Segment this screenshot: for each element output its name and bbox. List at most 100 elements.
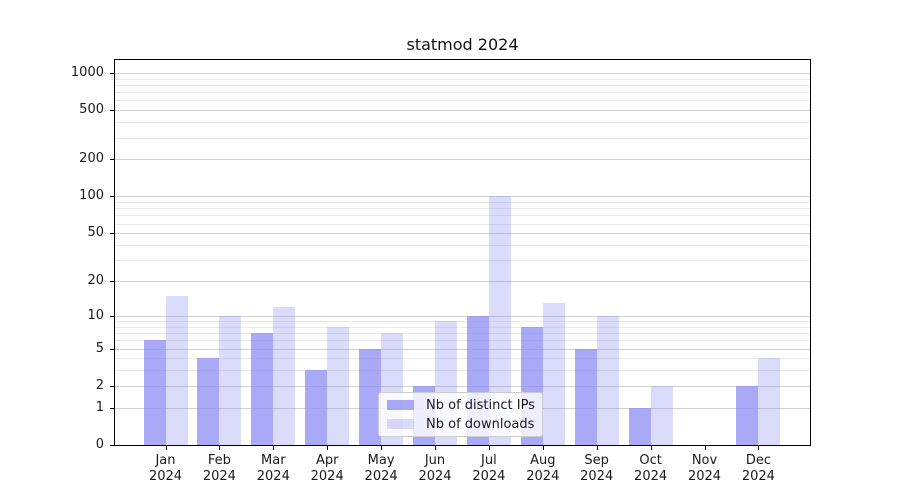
- bar-downloads-jul: [488, 196, 511, 445]
- minor-gridline-90: [115, 202, 810, 204]
- chart-title: statmod 2024: [406, 35, 519, 54]
- legend-label-distinct-ips: Nb of distinct IPs: [426, 397, 535, 413]
- x-tick-mark-nov: [704, 445, 706, 450]
- major-gridline-200: [115, 159, 810, 161]
- minor-gridline-7: [115, 333, 810, 335]
- y-tick-label-5: 5: [95, 340, 104, 356]
- y-tick-label-200: 200: [79, 151, 104, 167]
- minor-gridline-700: [115, 92, 810, 94]
- x-tick-mark-jul: [488, 445, 490, 450]
- legend-swatch-distinct-ips: [387, 400, 414, 410]
- legend: Nb of distinct IPs Nb of downloads: [378, 392, 543, 437]
- y-tick-label-50: 50: [87, 225, 104, 241]
- minor-gridline-60: [115, 223, 810, 225]
- x-tick-mark-mar: [273, 445, 275, 450]
- minor-gridline-300: [115, 137, 810, 139]
- bar-distinct-ips-apr: [305, 370, 328, 445]
- minor-gridline-6: [115, 340, 810, 342]
- y-tick-label-20: 20: [87, 273, 104, 289]
- x-tick-label-aug: Aug 2024: [526, 453, 560, 484]
- x-tick-mark-aug: [542, 445, 544, 450]
- y-tick-mark-100: [110, 196, 115, 198]
- x-tick-label-may: May 2024: [364, 453, 398, 484]
- x-tick-label-apr: Apr 2024: [310, 453, 344, 484]
- x-tick-mark-dec: [758, 445, 760, 450]
- bar-downloads-mar: [273, 306, 296, 445]
- y-tick-label-0: 0: [95, 437, 104, 452]
- plot-area: Nb of distinct IPs Nb of downloads: [114, 59, 811, 446]
- minor-gridline-70: [115, 215, 810, 217]
- bar-distinct-ips-mar: [251, 333, 274, 445]
- bar-distinct-ips-jan: [143, 340, 166, 445]
- y-tick-mark-0: [110, 445, 115, 446]
- bar-downloads-oct: [650, 385, 673, 445]
- x-tick-label-oct: Oct 2024: [634, 453, 668, 484]
- major-gridline-5: [115, 348, 810, 350]
- x-tick-label-jul: Jul 2024: [472, 453, 506, 484]
- legend-entry-distinct-ips: Nb of distinct IPs: [387, 396, 535, 414]
- y-tick-mark-5: [110, 348, 115, 350]
- chart-layers: [115, 60, 810, 445]
- minor-gridline-3: [115, 370, 810, 372]
- minor-gridline-40: [115, 245, 810, 246]
- legend-label-downloads: Nb of downloads: [426, 416, 535, 432]
- y-tick-mark-200: [110, 159, 115, 161]
- bar-distinct-ips-feb: [197, 358, 220, 445]
- x-tick-label-jun: Jun 2024: [418, 453, 452, 484]
- major-gridline-20: [115, 281, 810, 283]
- legend-swatch-downloads: [387, 419, 414, 429]
- x-tick-label-mar: Mar 2024: [256, 453, 290, 484]
- x-tick-mark-feb: [219, 445, 221, 450]
- y-tick-mark-500: [110, 110, 115, 112]
- x-tick-mark-sep: [596, 445, 598, 450]
- y-tick-mark-1000: [110, 72, 115, 74]
- minor-gridline-30: [115, 260, 810, 262]
- x-tick-mark-may: [381, 445, 383, 450]
- y-tick-label-1000: 1000: [70, 64, 104, 80]
- x-tick-label-feb: Feb 2024: [202, 453, 236, 484]
- bar-distinct-ips-sep: [574, 348, 597, 445]
- bar-downloads-sep: [596, 315, 619, 445]
- major-gridline-500: [115, 110, 810, 112]
- bar-downloads-apr: [327, 326, 350, 445]
- minor-gridline-80: [115, 208, 810, 210]
- y-tick-mark-20: [110, 281, 115, 283]
- x-tick-mark-oct: [650, 445, 652, 450]
- y-tick-label-500: 500: [79, 102, 104, 118]
- y-tick-label-1: 1: [95, 399, 104, 415]
- x-tick-label-sep: Sep 2024: [580, 453, 614, 484]
- major-gridline-10: [115, 315, 810, 317]
- y-tick-mark-50: [110, 233, 115, 235]
- y-tick-mark-10: [110, 315, 115, 317]
- y-tick-label-10: 10: [87, 307, 104, 323]
- major-gridline-100: [115, 196, 810, 198]
- major-gridline-1000: [115, 72, 810, 74]
- minor-gridline-4: [115, 358, 810, 360]
- x-tick-label-jan: Jan 2024: [148, 453, 183, 484]
- major-gridline-2: [115, 385, 810, 387]
- bar-distinct-ips-oct: [628, 407, 651, 445]
- minor-gridline-600: [115, 100, 810, 102]
- x-tick-mark-apr: [327, 445, 329, 450]
- bar-distinct-ips-dec: [736, 385, 759, 445]
- x-tick-label-dec: Dec 2024: [741, 453, 775, 484]
- minor-gridline-400: [115, 122, 810, 124]
- bar-downloads-aug: [542, 302, 565, 445]
- y-tick-mark-1: [110, 407, 115, 409]
- minor-gridline-900: [115, 78, 810, 80]
- bar-downloads-feb: [219, 315, 242, 445]
- minor-gridline-8: [115, 326, 810, 328]
- minor-gridline-800: [115, 84, 810, 86]
- y-tick-mark-2: [110, 385, 115, 387]
- y-tick-label-2: 2: [95, 377, 104, 393]
- major-gridline-50: [115, 233, 810, 235]
- legend-entry-downloads: Nb of downloads: [387, 415, 534, 433]
- minor-gridline-9: [115, 321, 810, 322]
- bar-distinct-ips-may: [359, 348, 382, 445]
- x-tick-mark-jun: [435, 445, 436, 450]
- y-tick-label-100: 100: [79, 188, 104, 204]
- x-tick-mark-jan: [165, 445, 167, 450]
- x-tick-label-nov: Nov 2024: [687, 453, 722, 484]
- bar-downloads-jan: [165, 295, 188, 445]
